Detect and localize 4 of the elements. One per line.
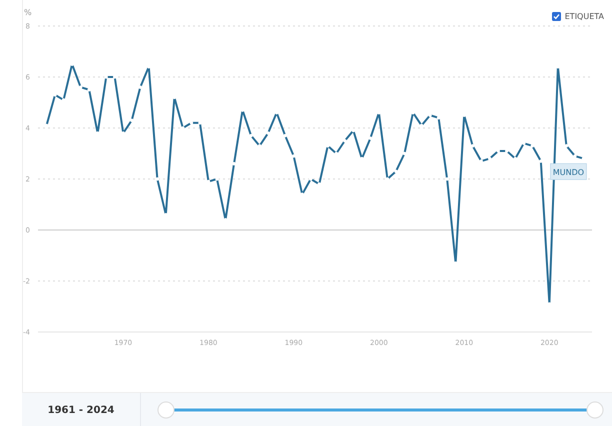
text: ETIQUETA <box>564 12 604 21</box>
text: 1961 - 2024 <box>22 393 141 426</box>
series-label: MUNDO <box>552 168 584 178</box>
y-axis-title: % <box>24 8 32 18</box>
